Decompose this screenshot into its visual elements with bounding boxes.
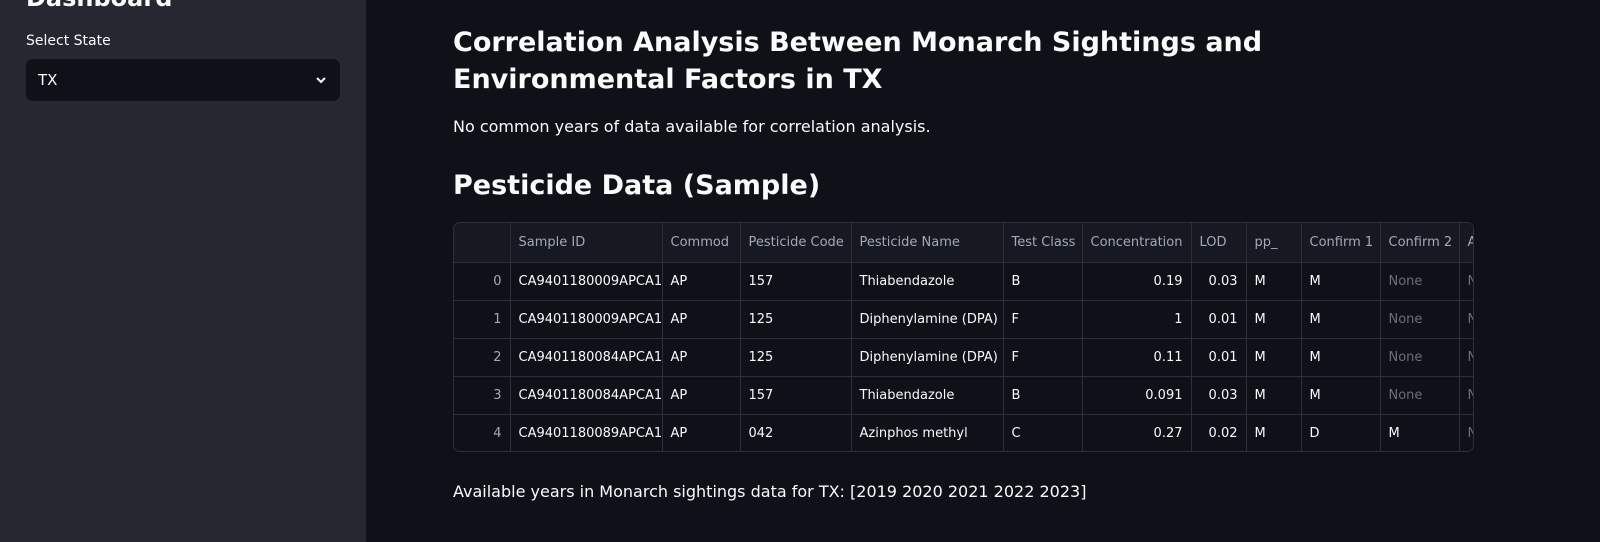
table-cell: Thiabendazole: [851, 376, 1004, 415]
table-cell: None: [1380, 338, 1460, 377]
table-cell: F: [1003, 338, 1083, 377]
sidebar-title: Dashboard: [26, 0, 172, 12]
table-cell: CA9401180009APCA1: [510, 300, 663, 339]
table-cell: 0.03: [1191, 376, 1247, 415]
table-cell: 042: [740, 414, 852, 451]
row-index: 3: [454, 376, 511, 415]
table-cell: F: [1003, 300, 1083, 339]
table-cell: 157: [740, 262, 852, 301]
table-cell: 1: [1082, 300, 1192, 339]
table-cell: M: [1301, 376, 1381, 415]
table-cell: 0.02: [1191, 414, 1247, 451]
table-cell: 0.11: [1082, 338, 1192, 377]
table-cell: M: [1380, 414, 1460, 451]
table-cell: None: [1459, 414, 1473, 451]
row-index: 4: [454, 414, 511, 451]
table-cell: None: [1380, 300, 1460, 339]
table-cell: M: [1246, 300, 1302, 339]
column-header: pp_: [1246, 223, 1302, 263]
table-cell: CA9401180084APCA1: [510, 338, 663, 377]
table-heading: Pesticide Data (Sample): [453, 170, 821, 201]
table-row: 0 CA9401180009APCA1 AP 157 Thiabendazole B 0.1…: [454, 262, 1473, 301]
row-index: 1: [454, 300, 511, 339]
row-index: 2: [454, 338, 511, 377]
table-cell: None: [1459, 300, 1473, 339]
years-text: Available years in Monarch sightings dat…: [453, 482, 1087, 501]
table-cell: AP: [662, 300, 741, 339]
table-cell: 0.03: [1191, 262, 1247, 301]
column-header: Pesticide Code: [740, 223, 852, 263]
header-row: Sample ID Commod Pesticide Code Pesticide N…: [454, 223, 1473, 263]
column-header: Concentration: [1082, 223, 1192, 263]
table-cell: B: [1003, 376, 1083, 415]
column-header: Pesticide Name: [851, 223, 1004, 263]
table-cell: None: [1380, 262, 1460, 301]
column-header: LOD: [1191, 223, 1247, 263]
table-row: 1 CA9401180009APCA1 AP 125 Diphenylamine (DP…: [454, 300, 1473, 339]
chevron-icon: [316, 77, 326, 84]
table-cell: M: [1246, 376, 1302, 415]
column-header: A: [1459, 223, 1473, 263]
sidebar: Dashboard Select State TX: [0, 0, 366, 542]
table-cell: M: [1246, 262, 1302, 301]
table-cell: D: [1301, 414, 1381, 451]
table-cell: 125: [740, 338, 852, 377]
select-value: TX: [38, 71, 58, 89]
message: No common years of data available for co…: [453, 117, 931, 136]
table-cell: None: [1459, 338, 1473, 377]
table-cell: M: [1246, 338, 1302, 377]
table-cell: M: [1301, 338, 1381, 377]
select-label: Select State: [26, 33, 111, 49]
row-index: 0: [454, 262, 511, 301]
table-cell: CA9401180089APCA1: [510, 414, 663, 451]
table-cell: 157: [740, 376, 852, 415]
state-select[interactable]: TX: [26, 59, 340, 101]
table-cell: None: [1459, 262, 1473, 301]
page-title: Correlation Analysis Between Monarch Sig…: [453, 27, 1263, 95]
table-cell: C: [1003, 414, 1083, 451]
table-cell: B: [1003, 262, 1083, 301]
table-container: Sample ID Commod Pesticide Code Pesticide N…: [453, 222, 1474, 452]
table-cell: 0.27: [1082, 414, 1192, 451]
table-row: 4 CA9401180089APCA1 AP 042 Azinphos methyl C 0…: [454, 414, 1473, 451]
table-cell: M: [1301, 300, 1381, 339]
table-cell: 0.01: [1191, 338, 1247, 377]
table-cell: AP: [662, 338, 741, 377]
table-cell: AP: [662, 262, 741, 301]
table-row: 2 CA9401180084APCA1 AP 125 Diphenylamine (DP…: [454, 338, 1473, 377]
table-cell: CA9401180084APCA1: [510, 376, 663, 415]
table-cell: Azinphos methyl: [851, 414, 1004, 451]
table-cell: 0.01: [1191, 300, 1247, 339]
table-cell: None: [1459, 376, 1473, 415]
data-table: Sample ID Commod Pesticide Code Pesticide N…: [454, 223, 1473, 451]
table-cell: Thiabendazole: [851, 262, 1004, 301]
table-cell: 0.19: [1082, 262, 1192, 301]
table-cell: Diphenylamine (DPA): [851, 300, 1004, 339]
table-cell: CA9401180009APCA1: [510, 262, 663, 301]
table-cell: M: [1301, 262, 1381, 301]
table-row: 3 CA9401180084APCA1 AP 157 Thiabendazole B 0.0…: [454, 376, 1473, 415]
table-cell: AP: [662, 376, 741, 415]
table-cell: 125: [740, 300, 852, 339]
table-cell: Diphenylamine (DPA): [851, 338, 1004, 377]
column-header: [454, 223, 511, 263]
column-header: Commod: [662, 223, 741, 263]
column-header: Test Class: [1003, 223, 1083, 263]
column-header: Confirm 2: [1380, 223, 1460, 263]
table-cell: M: [1246, 414, 1302, 451]
table-cell: None: [1380, 376, 1460, 415]
column-header: Confirm 1: [1301, 223, 1381, 263]
column-header: Sample ID: [510, 223, 663, 263]
table-cell: AP: [662, 414, 741, 451]
table-cell: 0.091: [1082, 376, 1192, 415]
